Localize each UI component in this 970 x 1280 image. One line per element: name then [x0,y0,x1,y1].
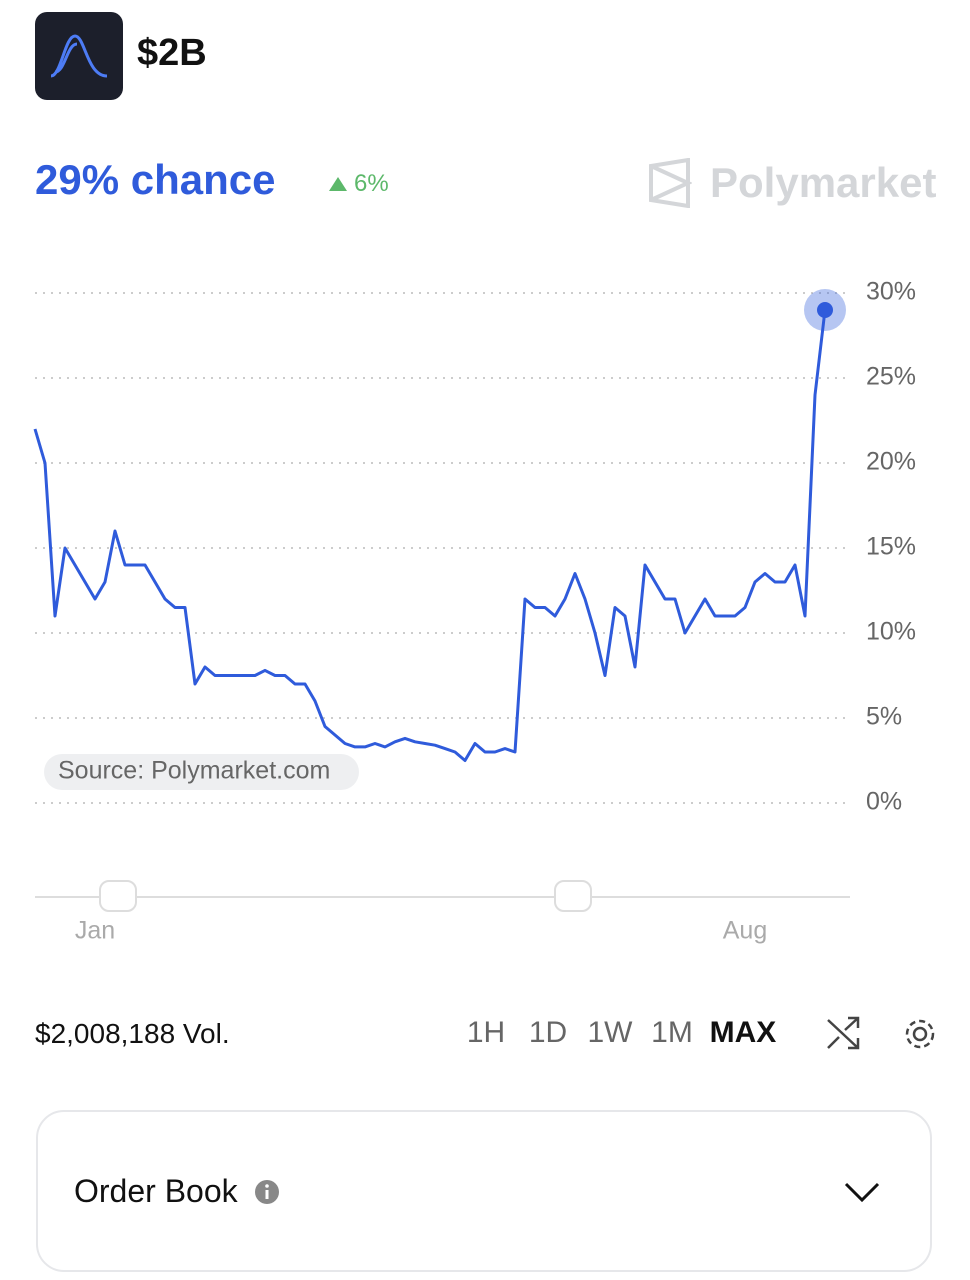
change-value: 6% [354,170,389,197]
range-selector: 1H 1D 1W 1M MAX [455,1016,783,1050]
chance: 29% chance [35,156,276,203]
x-tick-label: Aug [723,917,767,945]
brand-name: Polymarket [710,159,937,206]
volume: $2,008,188 Vol. [35,1018,230,1049]
brand: Polymarket [648,158,936,208]
settings-button[interactable] [901,1015,939,1053]
change: 6% [328,170,389,198]
source-badge [44,754,359,790]
y-tick-label: 25% [866,363,916,391]
range-button[interactable]: 1W [587,1016,633,1049]
order-book-header: Order Book [74,1173,280,1210]
end-point [817,302,833,318]
chart: 0% 5% 10% 15% 20% 25% 30% Source: Polymarket.co… [33,278,916,945]
y-tick-label: 10% [866,618,916,646]
y-tick-label: 30% [866,278,916,306]
source-label: Source: Polymarket.com [58,757,330,785]
range-button[interactable]: 1M [651,1016,693,1049]
x-tick-label: Jan [75,917,115,945]
price-line [33,309,827,762]
range-handle [99,880,137,912]
order-book-title: Order Book [74,1173,238,1209]
range-handle [554,880,592,912]
y-tick-label: 15% [866,533,916,561]
range-button[interactable]: 1D [528,1016,568,1049]
range-button[interactable]: MAX [709,1016,777,1049]
range-button[interactable]: 1H [466,1016,506,1049]
market-title: $2B [137,32,207,74]
market-icon [35,12,123,100]
order-book[interactable]: Order Book [36,1110,932,1272]
icon [50,34,108,78]
brand-logo [649,158,692,208]
shuffle-button[interactable] [825,1015,861,1051]
up-arrow [329,177,347,191]
y-tick-label: 20% [866,448,916,476]
toolbar [825,1015,939,1053]
expand-chevron[interactable] [842,1180,882,1204]
y-tick-label: 5% [866,703,902,731]
info-icon[interactable] [254,1179,280,1205]
y-tick-label: 0% [866,788,902,816]
